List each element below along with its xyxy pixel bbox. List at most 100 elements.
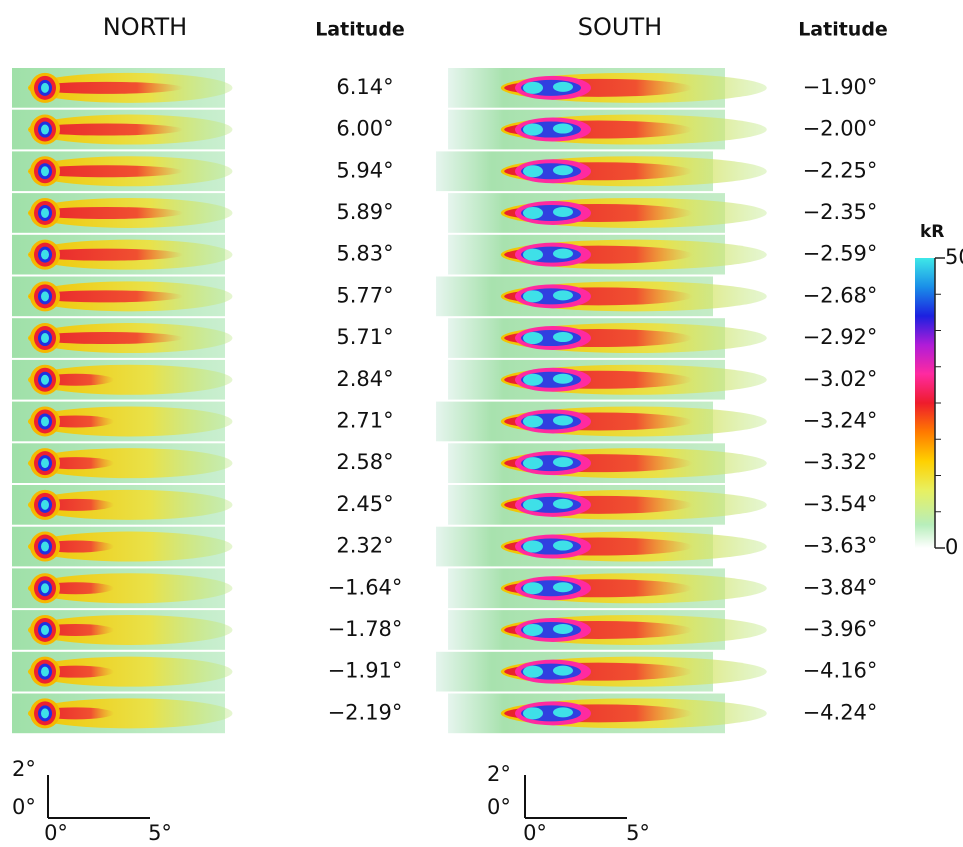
spot-center: [553, 415, 573, 426]
scale-label: 2°: [12, 757, 36, 781]
aurora-strip: [448, 485, 767, 525]
spot-center: [523, 123, 543, 136]
spot-center: [41, 124, 49, 135]
latitude-label: 5.77°: [336, 283, 393, 307]
latitude-label: −2.35°: [803, 200, 878, 224]
spot-center: [523, 290, 543, 303]
spot-center: [523, 707, 543, 720]
spot-center: [41, 249, 49, 260]
latitude-label: 5.94°: [336, 158, 393, 182]
aurora-strip: [448, 568, 767, 609]
aurora-strip: [12, 443, 233, 483]
aurora-strip: [436, 276, 767, 317]
spot-center: [41, 291, 49, 302]
latitude-label: 2.84°: [336, 367, 393, 391]
aurora-strip: [448, 359, 767, 400]
aurora-strip: [448, 693, 767, 734]
aurora-strip: [12, 651, 233, 692]
tail-glow: [27, 573, 233, 604]
south-latitude-title: Latitude: [798, 19, 888, 41]
spot-center: [41, 416, 49, 427]
scale-label: 0°: [523, 821, 547, 843]
spot-center: [523, 248, 543, 261]
aurora-strip: [12, 151, 233, 192]
spot-center: [523, 540, 543, 553]
tail-core: [29, 290, 184, 303]
latitude-label: 6.14°: [336, 75, 393, 99]
tail-core: [29, 332, 184, 345]
scale-label: 0°: [487, 795, 511, 819]
latitude-label: −2.92°: [803, 325, 878, 349]
aurora-strip: [12, 234, 233, 275]
north-scale: [47, 775, 150, 819]
spot-center: [553, 248, 573, 259]
spot-center: [523, 457, 543, 470]
tail-glow: [27, 364, 233, 395]
tail-core: [29, 123, 184, 136]
spot-center: [523, 665, 543, 678]
spot-center: [41, 333, 49, 344]
aurora-strip: [12, 568, 233, 609]
aurora-strip: [448, 68, 767, 108]
spot-center: [523, 165, 543, 178]
colorbar-gradient: [915, 258, 935, 548]
spot-center: [523, 498, 543, 511]
spot-center: [553, 373, 573, 384]
latitude-label: −1.64°: [328, 575, 403, 599]
spot-center: [41, 666, 49, 677]
aurora-strip: [12, 610, 233, 650]
spot-center: [523, 206, 543, 219]
latitude-label: −3.84°: [803, 575, 878, 599]
latitude-label: −3.54°: [803, 492, 878, 516]
aurora-strip: [448, 193, 767, 233]
latitude-label: −2.59°: [803, 242, 878, 266]
scale-label: 5°: [626, 821, 650, 843]
latitude-label: −2.19°: [328, 700, 403, 724]
spot-center: [523, 415, 543, 428]
aurora-strip: [448, 318, 767, 358]
aurora-strip: [12, 68, 233, 108]
aurora-strip: [12, 401, 233, 442]
tail-glow: [27, 448, 233, 479]
spot-center: [553, 498, 573, 509]
latitude-label: 2.71°: [336, 408, 393, 432]
spot-center: [553, 332, 573, 343]
spot-center: [41, 207, 49, 218]
south-title: SOUTH: [578, 13, 662, 41]
aurora-strip: [448, 109, 767, 150]
latitude-label: −3.63°: [803, 534, 878, 558]
colorbar-tick-label: 0: [945, 535, 958, 559]
latitude-label: 5.71°: [336, 325, 393, 349]
latitude-label: −3.02°: [803, 367, 878, 391]
spot-center: [41, 458, 49, 469]
spot-center: [523, 373, 543, 386]
tail-glow: [27, 406, 233, 437]
spot-center: [553, 665, 573, 676]
aurora-strip: [12, 526, 233, 567]
north-latitude-title: Latitude: [315, 19, 405, 41]
spot-center: [523, 81, 543, 94]
aurora-strip: [12, 109, 233, 150]
tail-glow: [27, 531, 233, 562]
spot-center: [553, 81, 573, 92]
spot-center: [41, 541, 49, 552]
spot-center: [553, 582, 573, 593]
latitude-label: −1.90°: [803, 75, 878, 99]
spot-center: [41, 708, 49, 719]
spot-center: [553, 123, 573, 134]
aurora-strip: [448, 234, 767, 275]
tail-core: [29, 165, 184, 178]
spot-center: [41, 82, 49, 93]
latitude-label: 2.32°: [336, 534, 393, 558]
spot-center: [523, 623, 543, 636]
spot-center: [553, 165, 573, 176]
aurora-strip: [448, 443, 767, 483]
tail-core: [29, 81, 184, 94]
aurora-strip: [436, 526, 767, 567]
latitude-label: −1.91°: [328, 659, 403, 683]
aurora-strip: [448, 610, 767, 650]
spot-center: [41, 624, 49, 635]
latitude-label: 2.58°: [336, 450, 393, 474]
north-title: NORTH: [103, 13, 187, 41]
